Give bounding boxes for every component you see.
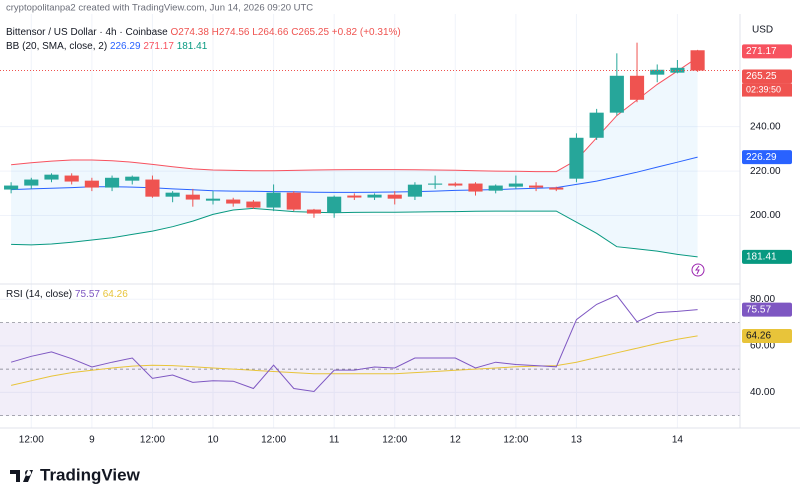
candle-body bbox=[4, 185, 19, 190]
candle-body bbox=[407, 184, 422, 197]
candle-body bbox=[529, 185, 544, 188]
x-tick-label: 12:00 bbox=[261, 435, 286, 446]
x-tick-label: 12:00 bbox=[140, 435, 165, 446]
candle-body bbox=[145, 179, 160, 197]
rsi-badge: 75.57 bbox=[746, 304, 771, 315]
bb-basis-badge: 226.29 bbox=[746, 152, 777, 163]
x-tick-label: 13 bbox=[571, 435, 583, 446]
candle-body bbox=[327, 196, 342, 213]
x-tick-label: 12 bbox=[450, 435, 462, 446]
rsi-ma-line bbox=[10, 335, 698, 386]
bb-lower-badge-bg bbox=[742, 249, 792, 264]
candle-body bbox=[104, 177, 120, 188]
candle-body bbox=[185, 194, 200, 200]
caption: cryptopolitanpa2 created with TradingVie… bbox=[6, 3, 313, 14]
rsi-line bbox=[10, 294, 698, 393]
footer bbox=[0, 452, 800, 495]
rsi-ma-value: 64.26 bbox=[103, 289, 128, 300]
candle-body bbox=[64, 175, 79, 182]
rsi-ma-badge: 64.26 bbox=[746, 331, 771, 342]
candle-body bbox=[347, 195, 362, 198]
rsi-band-fill bbox=[0, 322, 740, 416]
candle-body bbox=[589, 112, 604, 138]
candle-body bbox=[569, 137, 584, 179]
symbol: Bittensor / US Dollar · 4h · Coinbase bbox=[6, 27, 168, 38]
price-badge: 265.25 bbox=[746, 71, 777, 82]
candle-body bbox=[650, 69, 665, 75]
rsi-tick-label: 40.00 bbox=[750, 387, 775, 398]
rsi-ma-badge-bg bbox=[742, 328, 792, 343]
bb-upper-value: 271.17 bbox=[143, 41, 174, 52]
brand: TradingView bbox=[40, 465, 141, 484]
candle-body bbox=[488, 185, 503, 191]
candle-body bbox=[44, 174, 59, 180]
candle-body bbox=[387, 194, 402, 199]
candle-body bbox=[690, 50, 705, 71]
candle-body bbox=[609, 75, 624, 113]
bb-legend: BB (20, SMA, close, 2) 226.29 271.17 181… bbox=[6, 41, 208, 52]
candle-body bbox=[306, 209, 322, 214]
candle-body bbox=[468, 183, 483, 192]
bb-upper-badge-bg bbox=[742, 44, 792, 59]
x-tick-label: 12:00 bbox=[503, 435, 528, 446]
bb-lower bbox=[11, 207, 698, 258]
bb-lower-badge: 181.41 bbox=[746, 252, 777, 263]
ohlc-high: H274.56 bbox=[212, 27, 250, 38]
price-badge-bg bbox=[742, 69, 792, 84]
y-tick-label: 220.00 bbox=[750, 166, 781, 177]
rsi-value: 75.57 bbox=[75, 289, 100, 300]
x-tick-label: 10 bbox=[207, 435, 219, 446]
y-tick-label: 200.00 bbox=[750, 210, 781, 221]
rsi-legend: RSI (14, close) 75.57 64.26 bbox=[6, 289, 128, 300]
candle-body bbox=[24, 179, 39, 186]
candle-body bbox=[508, 183, 523, 187]
currency: USD bbox=[752, 25, 773, 36]
bb-basis bbox=[11, 156, 698, 193]
rsi-badge-bg bbox=[742, 302, 792, 317]
x-tick-label: 14 bbox=[672, 435, 684, 446]
bb-upper-badge: 271.17 bbox=[746, 46, 777, 57]
brand-logo bbox=[10, 470, 33, 482]
candle-body bbox=[549, 187, 564, 190]
candle-body bbox=[286, 192, 301, 210]
candle-body bbox=[226, 199, 241, 204]
bb-fill bbox=[11, 57, 698, 257]
candle-body bbox=[428, 183, 443, 185]
bb-basis-value: 226.29 bbox=[110, 41, 141, 52]
x-tick-label: 11 bbox=[329, 435, 340, 446]
alert-icon bbox=[691, 263, 705, 277]
y-tick-label: 240.00 bbox=[750, 121, 781, 132]
candle-body bbox=[125, 176, 140, 181]
bb-lower-value: 181.41 bbox=[177, 41, 208, 52]
x-tick-label: 12:00 bbox=[19, 435, 44, 446]
candle-body bbox=[205, 198, 221, 201]
rsi-label: RSI (14, close) bbox=[6, 289, 72, 300]
ohlc-change: +0.82 (+0.31%) bbox=[332, 27, 401, 38]
x-tick-label: 9 bbox=[89, 435, 95, 446]
candle-body bbox=[266, 192, 281, 208]
candle-body bbox=[670, 67, 685, 73]
rsi-tick-label: 60.00 bbox=[750, 341, 775, 352]
countdown-bg bbox=[742, 83, 792, 97]
bb-basis-badge-bg bbox=[742, 150, 792, 165]
ohlc-low: L264.66 bbox=[252, 27, 289, 38]
bb-label: BB (20, SMA, close, 2) bbox=[6, 41, 107, 52]
countdown: 02:39:50 bbox=[746, 84, 781, 94]
legend-line: Bittensor / US Dollar · 4h · Coinbase O2… bbox=[6, 27, 401, 38]
rsi-tick-label: 80.00 bbox=[750, 294, 775, 305]
candle-body bbox=[165, 192, 180, 197]
ohlc-close: C265.25 bbox=[291, 27, 329, 38]
candle-body bbox=[367, 194, 382, 198]
candle-body bbox=[246, 201, 261, 208]
candle-body bbox=[84, 180, 99, 188]
x-tick-label: 12:00 bbox=[382, 435, 407, 446]
candle-body bbox=[448, 183, 463, 186]
alert-bolt bbox=[695, 265, 700, 275]
ohlc-open: O274.38 bbox=[171, 27, 210, 38]
candle-body bbox=[629, 75, 645, 100]
